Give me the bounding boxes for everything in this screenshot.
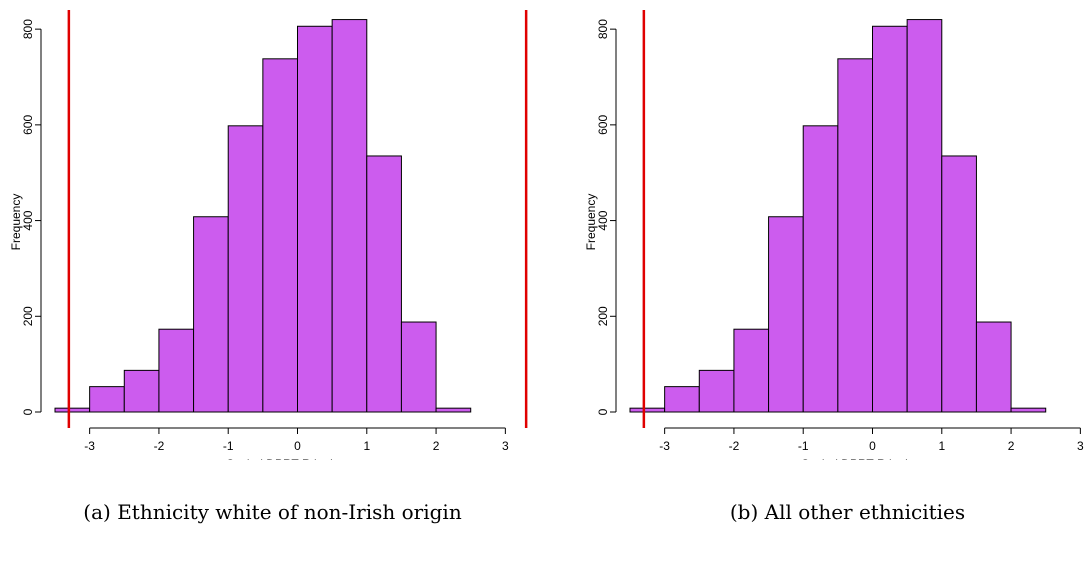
y-tick-label: 0 bbox=[21, 408, 35, 415]
histogram-bar bbox=[227, 125, 264, 413]
x-tick-label: -1 bbox=[223, 439, 234, 453]
histogram-bar bbox=[733, 328, 770, 413]
histogram-bar bbox=[54, 407, 91, 413]
x-tick-label: 1 bbox=[363, 439, 370, 453]
x-tick-label: 0 bbox=[869, 439, 876, 453]
x-tick-label: 2 bbox=[1008, 439, 1015, 453]
y-tick-label: 800 bbox=[596, 19, 610, 39]
histogram-bar bbox=[975, 321, 1012, 413]
y-tick-label: 400 bbox=[21, 210, 35, 230]
histogram-a: -3 -2 -1 0 1 2 3 0 200 400 600 800 Scaled DPRT-R log… bbox=[9, 10, 528, 460]
y-tick-label: 400 bbox=[596, 210, 610, 230]
x-tick-label: -1 bbox=[798, 439, 809, 453]
histogram-bar bbox=[768, 216, 804, 413]
y-axis-title: Frequency bbox=[584, 194, 598, 251]
caption-b: (b) All other ethnicities bbox=[575, 500, 1091, 524]
x-tick-label: 3 bbox=[1077, 439, 1084, 453]
histogram-bar bbox=[262, 58, 299, 413]
y-tick-label: 0 bbox=[596, 408, 610, 415]
histogram-bar bbox=[802, 125, 839, 413]
x-axis-title: Scaled DPRT-R logit score bbox=[226, 457, 369, 460]
x-tick-label: -3 bbox=[84, 439, 95, 453]
x-tick-label: 0 bbox=[294, 439, 301, 453]
histogram-bar bbox=[331, 19, 368, 413]
y-tick-label: 800 bbox=[21, 19, 35, 39]
x-tick-label: -2 bbox=[154, 439, 165, 453]
histogram-bar bbox=[837, 58, 874, 413]
caption-b-label: (b) bbox=[729, 500, 759, 524]
histogram-bar bbox=[941, 155, 977, 413]
histogram-bar bbox=[698, 369, 735, 413]
histogram-bar bbox=[89, 386, 125, 413]
x-axis-title: Scaled DPRT-R logit score bbox=[801, 457, 944, 460]
x-tick-label: -2 bbox=[729, 439, 740, 453]
x-tick-label: 2 bbox=[433, 439, 440, 453]
caption-a-text: Ethnicity white of non-Irish origin bbox=[117, 500, 462, 524]
x-tick-label: 1 bbox=[938, 439, 945, 453]
histogram-bar bbox=[664, 386, 700, 413]
histogram-bar bbox=[1010, 407, 1047, 413]
histogram-bar bbox=[629, 407, 666, 413]
histogram-bar bbox=[366, 155, 402, 413]
histogram-bar bbox=[872, 25, 908, 413]
histogram-bar bbox=[193, 216, 229, 413]
histogram-bar bbox=[435, 407, 472, 413]
caption-a: (a) Ethnicity white of non-Irish origin bbox=[0, 500, 545, 524]
histogram-bar bbox=[123, 369, 160, 413]
histogram-panel-b: -3 -2 -1 0 1 2 3 0 200 400 600 800 Scaled DPRT-R log… bbox=[575, 0, 1091, 460]
y-tick-label: 200 bbox=[21, 306, 35, 326]
histogram-b: -3 -2 -1 0 1 2 3 0 200 400 600 800 Scaled DPRT-R log… bbox=[584, 10, 1084, 460]
y-tick-label: 600 bbox=[21, 115, 35, 135]
caption-b-text: All other ethnicities bbox=[764, 500, 966, 524]
histogram-bar bbox=[400, 321, 437, 413]
caption-a-label: (a) bbox=[83, 500, 111, 524]
histogram-bar bbox=[906, 19, 943, 413]
histogram-bar bbox=[297, 25, 333, 413]
histogram-panel-a: -3 -2 -1 0 1 2 3 0 200 400 600 800 Scaled DPRT-R log… bbox=[0, 0, 545, 460]
x-tick-label: 3 bbox=[502, 439, 509, 453]
x-tick-label: -3 bbox=[659, 439, 670, 453]
y-axis-title: Frequency bbox=[9, 194, 23, 251]
histogram-bar bbox=[158, 328, 195, 413]
y-tick-label: 200 bbox=[596, 306, 610, 326]
y-tick-label: 600 bbox=[596, 115, 610, 135]
